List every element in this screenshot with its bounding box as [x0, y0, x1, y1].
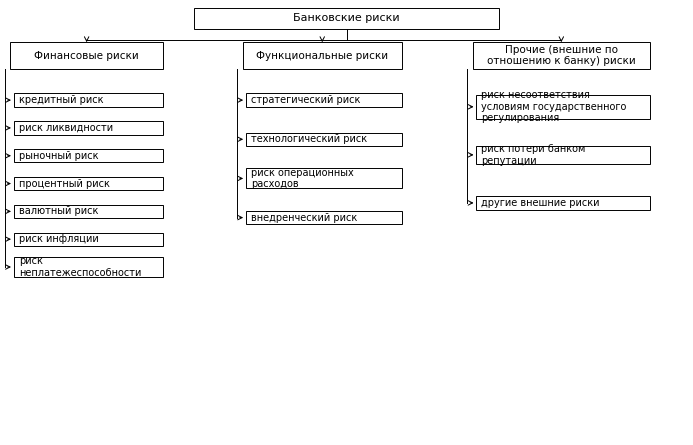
Text: валютный риск: валютный риск: [19, 206, 98, 216]
Text: риск несоответствия
условиям государственного
регулирования: риск несоответствия условиям государстве…: [481, 90, 626, 123]
Text: внедренческий риск: внедренческий риск: [251, 213, 357, 222]
Text: риск операционных
расходов: риск операционных расходов: [251, 168, 353, 189]
Text: Функциональные риски: Функциональные риски: [256, 51, 388, 61]
FancyBboxPatch shape: [246, 133, 402, 146]
FancyBboxPatch shape: [246, 93, 402, 107]
Text: риск инфляции: риск инфляции: [19, 234, 98, 244]
FancyBboxPatch shape: [476, 196, 650, 210]
Text: процентный риск: процентный риск: [19, 178, 109, 189]
Text: кредитный риск: кредитный риск: [19, 95, 103, 105]
FancyBboxPatch shape: [14, 121, 163, 134]
Text: риск
неплатежеспособности: риск неплатежеспособности: [19, 256, 141, 278]
FancyBboxPatch shape: [14, 93, 163, 107]
Text: рыночный риск: рыночный риск: [19, 151, 98, 161]
Text: риск потери банком
репутации: риск потери банком репутации: [481, 144, 586, 166]
Text: стратегический риск: стратегический риск: [251, 95, 360, 105]
FancyBboxPatch shape: [194, 8, 499, 29]
FancyBboxPatch shape: [14, 257, 163, 277]
FancyBboxPatch shape: [10, 42, 163, 69]
Text: другие внешние риски: другие внешние риски: [481, 198, 599, 208]
FancyBboxPatch shape: [14, 205, 163, 218]
FancyBboxPatch shape: [14, 149, 163, 162]
FancyBboxPatch shape: [246, 168, 402, 188]
FancyBboxPatch shape: [243, 42, 402, 69]
FancyBboxPatch shape: [473, 42, 650, 69]
Text: технологический риск: технологический риск: [251, 134, 367, 144]
FancyBboxPatch shape: [14, 177, 163, 190]
Text: Финансовые риски: Финансовые риски: [34, 51, 139, 61]
Text: Прочие (внешние по
отношению к банку) риски: Прочие (внешние по отношению к банку) ри…: [487, 45, 635, 66]
FancyBboxPatch shape: [476, 146, 650, 164]
FancyBboxPatch shape: [246, 211, 402, 224]
FancyBboxPatch shape: [14, 232, 163, 246]
Text: Банковские риски: Банковские риски: [293, 13, 400, 23]
Text: риск ликвидности: риск ликвидности: [19, 123, 113, 133]
FancyBboxPatch shape: [476, 95, 650, 119]
